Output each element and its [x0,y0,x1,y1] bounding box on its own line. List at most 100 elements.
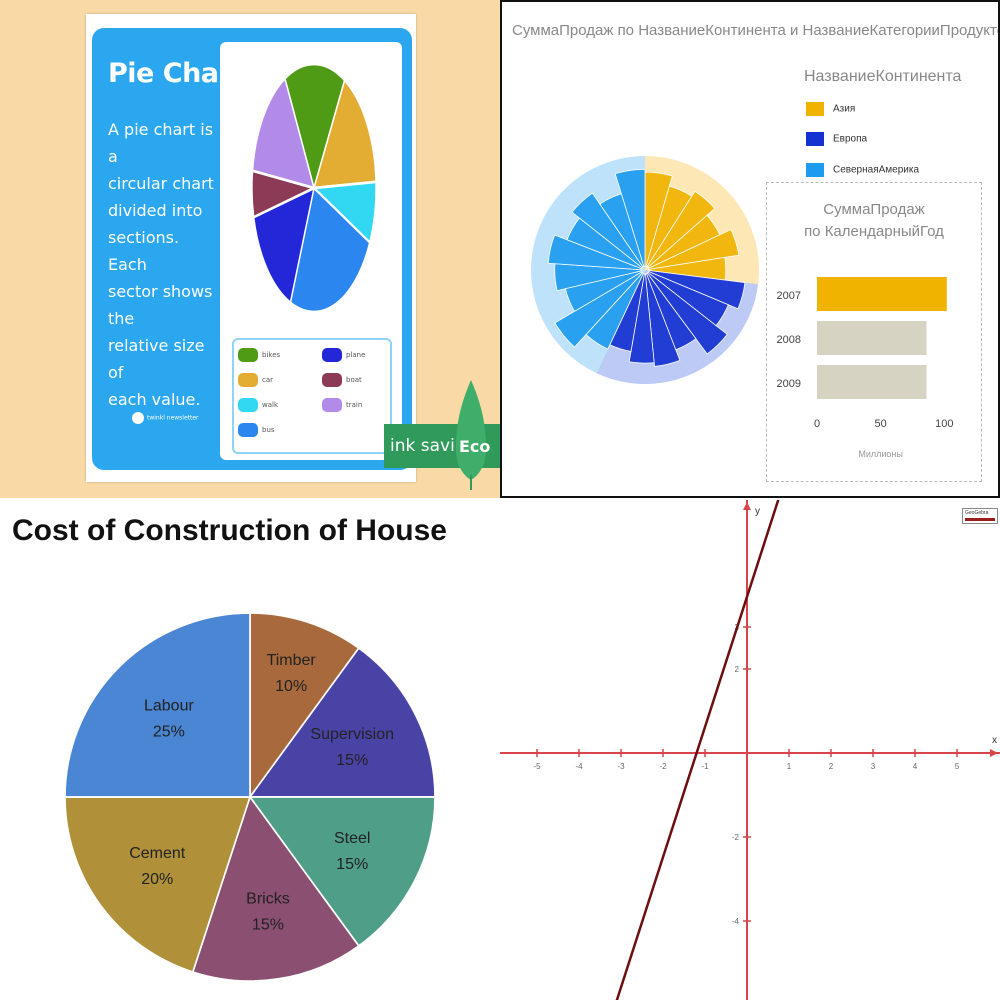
slice-label: Bricks [246,891,290,908]
line-graph-panel: xy-5-4-3-2-11234532-2-4 GeoGebra [500,500,1000,1000]
sales-sunburst-panel: СуммаПродаж по НазваниеКонтинента и Назв… [500,0,1000,498]
card-title: Pie Chart [108,58,244,89]
year-tick-label: 2007 [777,290,801,302]
year-sales-bar-chart: 2007 2008 2009 0 50 100 Миллионы [777,277,953,459]
x-tick-label: -3 [617,762,625,771]
x-tick-label: 2 [829,762,834,771]
pie-slice-plane [252,186,316,305]
sunburst-title: СуммаПродаж по НазваниеКонтинента и Назв… [512,22,1000,39]
geogebra-badge: GeoGebra [962,508,998,524]
slice-percent: 15% [336,752,368,769]
inset-axis-label: Миллионы [858,449,903,459]
slice-label: Labour [144,697,194,714]
slice-label: Steel [334,830,370,847]
construction-pie-chart: Timber 10% Supervision 15% Steel 15% Bricks 15%… [64,612,436,982]
x-tick-label: 5 [955,762,960,771]
x-tick-label: 4 [913,762,918,771]
legend-swatch [238,348,258,362]
legend-item: car [238,373,273,387]
continent-legend-item: Европа [806,132,867,146]
year-bar-2007 [817,277,947,311]
y-tick-label: -2 [732,833,740,842]
legend-item: walk [238,398,278,412]
transport-pie-chart [251,62,377,314]
x-tick-label: -1 [701,762,709,771]
pie-slice-car [312,78,377,190]
logo-icon [132,412,144,424]
line-graph: xy-5-4-3-2-11234532-2-4 [500,500,1000,1000]
card-description-line: sector shows the [108,282,213,328]
pie-slice-cement [64,796,252,974]
pie-chart-card-panel: Pie Chart A pie chart is a circular char… [0,0,500,498]
pie-slice-supervision [248,646,436,798]
year-tick-label: 2008 [777,334,801,346]
construction-cost-panel: Cost of Construction of House Timber 10% S… [0,500,500,1000]
slice-percent: 15% [336,856,368,873]
x-tick-label: 1 [787,762,792,771]
legend-swatch [806,102,824,116]
y-axis-label: y [755,506,760,517]
card-description-line: sections. Each [108,228,180,274]
pie-slice-bricks [191,795,360,982]
card-description-line: divided into [108,201,203,220]
continent-legend-title: НазваниеКонтинента [804,68,962,85]
y-axis-arrow-icon [743,502,751,510]
value-tick-label: 50 [875,418,887,430]
slice-label: Cement [129,845,186,862]
card-description-line: relative size of [108,336,205,382]
card-description: A pie chart is a circular chart divided … [108,116,218,413]
legend-item: boat [322,373,362,387]
y-tick-label: 2 [735,665,740,674]
x-axis-arrow-icon [990,749,998,757]
pie-slice-labour [64,612,251,798]
x-tick-label: -5 [533,762,541,771]
inset-title-line: СуммаПродаж [823,201,925,218]
year-bar-2008 [817,321,927,355]
year-sales-inset: СуммаПродаж по КалендарныйГод 2007 2008 20… [766,182,982,482]
continent-legend-item: СевернаяАмерика [806,163,919,177]
leaf-icon [456,380,486,490]
slice-percent: 25% [153,723,185,740]
construction-chart-title: Cost of Construction of House [12,514,447,547]
category-segment [614,168,646,267]
continent-legend-item: Азия [806,102,855,116]
legend-swatch [322,398,342,412]
inset-title-line: по КалендарныйГод [804,223,944,240]
x-axis-label: x [992,735,997,746]
pie-slice-bikes [283,62,346,191]
slice-label: Supervision [310,726,394,743]
card-description-line: A pie chart is a [108,120,214,166]
transport-legend: bikes plane car boat walk train bus [232,338,392,454]
x-tick-label: -4 [575,762,583,771]
pie-slice-timber [249,612,360,800]
eco-badge-text: ink saving [390,436,477,456]
legend-item: plane [322,348,365,362]
series-line [615,500,780,1000]
slice-percent: 15% [252,917,284,934]
legend-swatch [238,373,258,387]
card-description-line: each value. [108,390,201,409]
legend-swatch [806,132,824,146]
twinkl-logo: twinkl newsletter [132,412,199,424]
value-tick-label: 100 [935,418,953,430]
sales-sunburst-chart [531,156,759,384]
legend-item: bus [238,423,275,437]
y-tick-label: -4 [732,917,740,926]
legend-swatch [238,398,258,412]
legend-item: train [322,398,362,412]
year-bar-2009 [817,365,927,399]
legend-item: bikes [238,348,280,362]
slice-percent: 10% [275,678,307,695]
year-tick-label: 2009 [777,378,801,390]
legend-swatch [322,348,342,362]
slice-label: Timber [267,652,317,669]
x-tick-label: 3 [871,762,876,771]
legend-swatch [806,163,824,177]
legend-swatch [238,423,258,437]
card-description-line: circular chart [108,174,214,193]
pie-slice-bus [289,186,371,314]
value-tick-label: 0 [814,418,820,430]
x-tick-label: -2 [659,762,667,771]
slice-percent: 20% [141,871,173,888]
eco-badge-word: Eco [459,437,491,456]
